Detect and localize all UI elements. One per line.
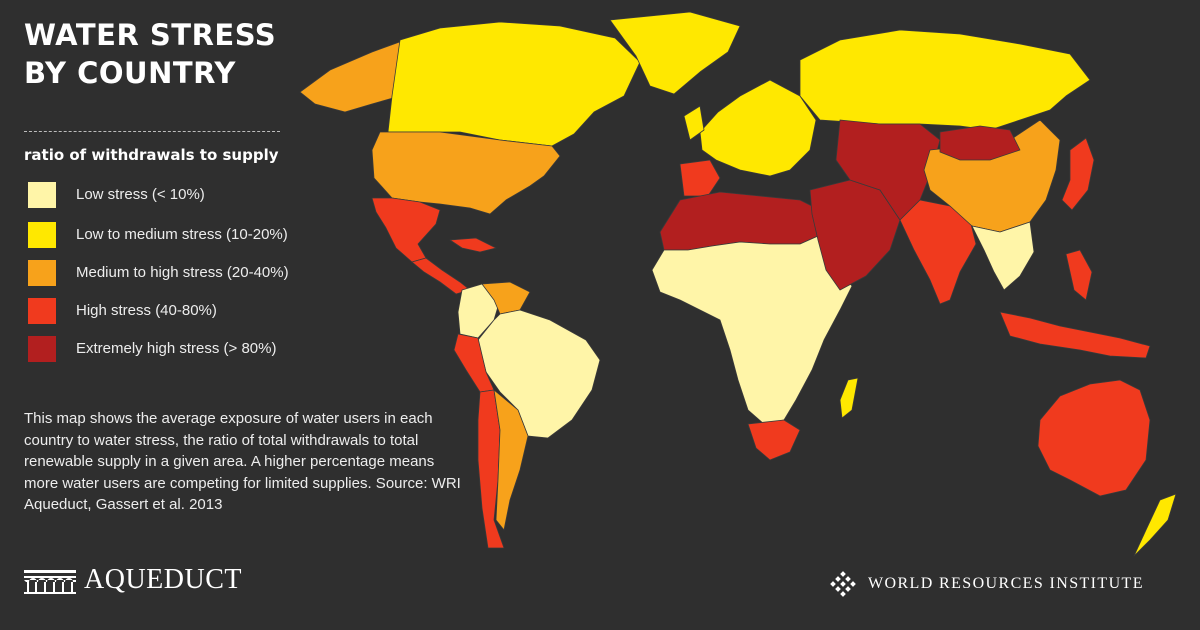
map-title: WATER STRESS BY COUNTRY [24, 18, 277, 90]
region-caribbean [449, 237, 497, 253]
legend-label-extremely-high: Extremely high stress (> 80%) [76, 340, 277, 357]
aqueduct-wordmark: AQUEDUCT [84, 564, 242, 595]
map-description: This map shows the average exposure of w… [24, 410, 461, 513]
region-new-zealand [1133, 493, 1177, 557]
region-madagascar [839, 377, 859, 419]
legend-label-low-medium: Low to medium stress (10-20%) [76, 226, 288, 243]
legend-label-low: Low stress (< 10%) [76, 186, 205, 203]
legend-divider [24, 131, 280, 132]
legend-title: ratio of withdrawals to supply [24, 146, 279, 164]
region-india [899, 199, 977, 305]
region-united-states [371, 131, 561, 215]
region-australia [1037, 379, 1151, 497]
region-indonesia [999, 311, 1151, 359]
region-south-africa [747, 419, 801, 461]
aqueduct-icon [24, 570, 76, 594]
region-southeast-asia [971, 221, 1035, 291]
region-mongolia [939, 125, 1021, 161]
region-north-africa [659, 191, 821, 251]
legend-swatch-low [28, 182, 56, 208]
legend-item-low-medium: Low to medium stress (10-20%) [28, 222, 348, 250]
region-sub-saharan-africa [651, 235, 853, 425]
region-philippines [1065, 249, 1093, 301]
region-argentina [493, 389, 529, 531]
legend-item-extremely-high: Extremely high stress (> 80%) [28, 336, 348, 364]
region-japan [1061, 137, 1095, 211]
legend-item-high: High stress (40-80%) [28, 298, 348, 326]
legend-swatch-medium-high [28, 260, 56, 286]
legend-item-low: Low stress (< 10%) [28, 182, 348, 210]
legend-swatch-extremely-high [28, 336, 56, 362]
region-mexico [371, 197, 441, 263]
region-central-america [411, 257, 471, 295]
legend-label-medium-high: Medium to high stress (20-40%) [76, 264, 289, 281]
legend-swatch-high [28, 298, 56, 324]
region-iberia [679, 159, 721, 197]
region-russia [799, 29, 1091, 131]
region-greenland [609, 11, 741, 95]
region-canada [387, 21, 641, 147]
wri-lattice-icon [830, 571, 856, 597]
region-uk [683, 105, 705, 141]
wri-wordmark: WORLD RESOURCES INSTITUTE [868, 575, 1144, 592]
region-western-europe [699, 79, 817, 177]
legend-swatch-low-medium [28, 222, 56, 248]
legend-item-medium-high: Medium to high stress (20-40%) [28, 260, 348, 288]
legend-label-high: High stress (40-80%) [76, 302, 217, 319]
